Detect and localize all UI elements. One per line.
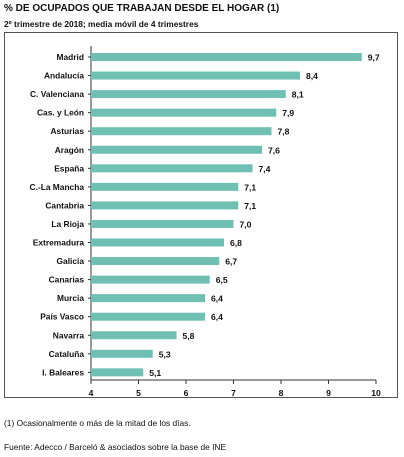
chart-title: % DE OCUPADOS QUE TRABAJAN DESDE EL HOGA… (4, 3, 280, 14)
bar (91, 219, 234, 228)
category-label: País Vasco (40, 312, 84, 322)
chart-subtitle: 2º trimestre de 2018; media móvil de 4 t… (4, 19, 199, 29)
x-tick-label: 7 (231, 388, 236, 398)
category-label: I. Baleares (42, 367, 84, 377)
bar (91, 164, 253, 173)
bar (91, 108, 277, 117)
category-label: Andalucía (44, 71, 84, 81)
data-label: 8,4 (306, 71, 318, 81)
bar (91, 53, 362, 61)
bar (91, 294, 205, 303)
x-tick-label: 9 (326, 388, 331, 398)
bar (91, 368, 144, 377)
category-label: C. Valenciana (30, 89, 84, 99)
bar (91, 90, 286, 99)
category-label: Madrid (57, 52, 84, 62)
category-label: Asturias (50, 126, 84, 136)
bar-chart: Madrid 9,7 Andalucía 8,4 C. Valenciana 8,1 Cas… (30, 46, 381, 398)
bar (91, 275, 210, 284)
category-label: Murcia (57, 293, 84, 303)
data-label: 7,9 (282, 108, 294, 118)
bar (91, 145, 262, 154)
category-label: Cas. y León (37, 108, 84, 118)
data-label: 5,8 (183, 331, 195, 341)
data-label: 5,1 (149, 368, 161, 378)
data-label: 6,4 (211, 294, 223, 304)
data-label: 6,4 (211, 312, 223, 322)
category-label: C.-La Mancha (30, 182, 85, 192)
x-tick-label: 6 (184, 388, 189, 398)
x-tick-label: 8 (279, 388, 284, 398)
data-label: 5,3 (159, 349, 171, 359)
data-label: 7,8 (278, 127, 290, 137)
data-label: 9,7 (368, 53, 380, 63)
category-label: La Rioja (51, 219, 84, 229)
bar (91, 71, 300, 80)
category-label: Canarias (49, 275, 85, 285)
bar (91, 349, 153, 358)
category-label: Aragón (55, 145, 84, 155)
bar (91, 182, 239, 191)
bar (91, 331, 177, 340)
category-label: Cataluña (49, 349, 85, 359)
data-label: 6,8 (230, 238, 242, 248)
bar (91, 201, 239, 210)
x-tick-label: 5 (136, 388, 141, 398)
bar (91, 312, 205, 321)
bar (91, 127, 272, 136)
data-label: 7,1 (244, 201, 256, 211)
data-label: 8,1 (292, 90, 304, 100)
data-label: 7,0 (240, 219, 252, 229)
footnote: (1) Ocasionalmente o más de la mitad de … (4, 418, 191, 428)
source-note: Fuente: Adecco / Barceló & asociados sob… (4, 442, 227, 452)
data-label: 6,5 (216, 275, 228, 285)
category-label: España (54, 163, 84, 173)
category-label: Galicia (57, 256, 85, 266)
x-tick-label: 10 (371, 388, 381, 398)
category-label: Navarra (53, 330, 85, 340)
data-label: 7,4 (259, 164, 271, 174)
x-tick-label: 4 (89, 388, 94, 398)
category-label: Extremadura (33, 238, 85, 248)
bar (91, 238, 224, 247)
data-label: 7,6 (268, 145, 280, 155)
chart-frame (4, 32, 398, 398)
data-label: 6,7 (225, 257, 237, 267)
category-label: Cantabria (45, 200, 84, 210)
data-label: 7,1 (244, 182, 256, 192)
bar (91, 257, 220, 266)
